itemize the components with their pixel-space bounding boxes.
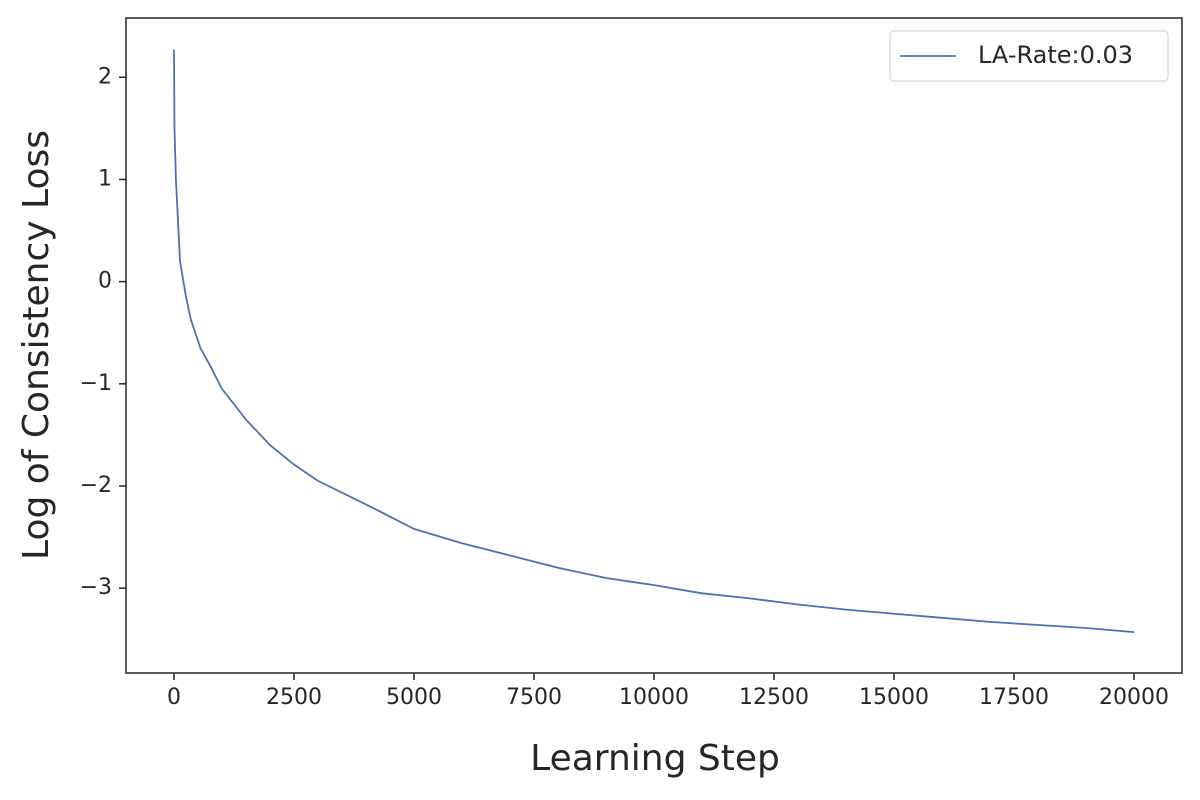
y-tick-label: 2 bbox=[98, 64, 112, 89]
x-tick-label: 0 bbox=[167, 685, 181, 710]
x-tick-label: 15000 bbox=[859, 685, 929, 710]
series-line bbox=[173, 49, 1135, 634]
x-tick-label: 12500 bbox=[739, 685, 809, 710]
y-axis-label: Log of Consistency Loss bbox=[16, 130, 57, 560]
y-tick-label: 1 bbox=[98, 166, 112, 191]
y-tick-label: −1 bbox=[80, 371, 112, 396]
x-tick-label: 20000 bbox=[1099, 685, 1169, 710]
legend-box bbox=[889, 30, 1169, 82]
legend-label: LA-Rate:0.03 bbox=[978, 41, 1133, 69]
y-tick-label: 0 bbox=[98, 269, 112, 294]
y-tick-label: −2 bbox=[80, 473, 112, 498]
x-tick-label: 5000 bbox=[386, 685, 442, 710]
x-tick-label: 17500 bbox=[979, 685, 1049, 710]
x-tick-label: 2500 bbox=[266, 685, 322, 710]
x-tick-label: 7500 bbox=[506, 685, 562, 710]
plot-frame bbox=[125, 17, 1183, 674]
x-tick-label: 10000 bbox=[619, 685, 689, 710]
x-axis-label: Learning Step bbox=[530, 738, 780, 779]
y-tick-label: −3 bbox=[80, 575, 112, 600]
